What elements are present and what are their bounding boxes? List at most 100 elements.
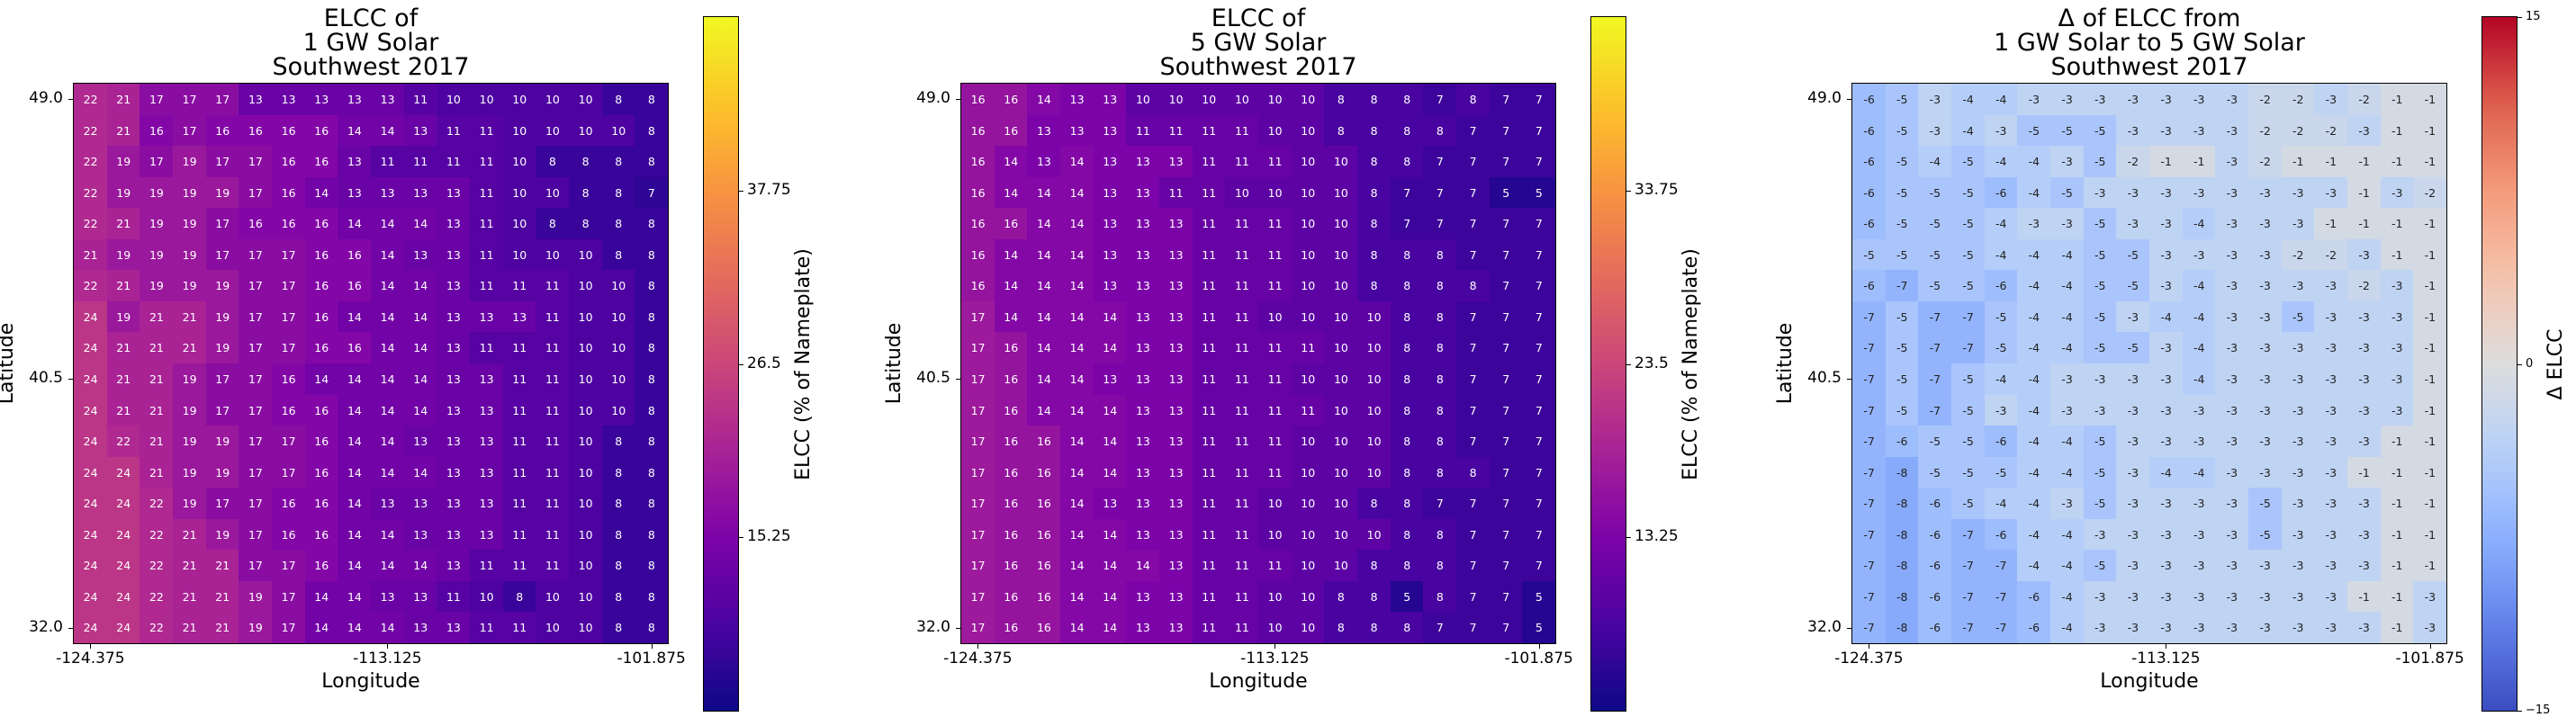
heatmap-cell: -3 [1984,114,2018,147]
heatmap-cell: -7 [1852,300,1887,333]
heatmap-cell: -7 [1951,332,1986,364]
heatmap-cell: 8 [1390,84,1424,116]
heatmap-cell: -6 [2017,612,2051,644]
heatmap-cell: 8 [569,146,603,178]
colorbar-tick-label: 37.75 [747,180,791,199]
heatmap-cell: -3 [2347,550,2382,582]
heatmap-cell: 13 [1093,176,1127,209]
y-tick-label: 40.5 [1807,369,1842,388]
heatmap-cell: -3 [2182,176,2216,209]
heatmap-cell: -3 [2050,363,2085,396]
heatmap-cell: -1 [2314,146,2348,178]
heatmap-cell: -3 [2182,114,2216,147]
heatmap-cell: 14 [1027,208,1061,240]
heatmap-cell: 10 [1291,518,1325,551]
heatmap-cell: 10 [502,208,536,240]
heatmap-cell: -3 [2281,518,2315,551]
heatmap-cell: 10 [536,84,570,116]
heatmap-cell: 11 [470,270,504,302]
heatmap-cell: -3 [2347,518,2382,551]
heatmap-cell: 21 [205,550,239,582]
heatmap-cell: 10 [1324,518,1358,551]
heatmap-cell: -1 [2347,456,2382,488]
heatmap-cell: -3 [1984,394,2018,426]
heatmap-cell: 22 [74,146,108,178]
heatmap-cell: 13 [403,612,437,644]
heatmap-cell: 8 [601,612,635,644]
heatmap-cell: 19 [205,332,239,364]
heatmap-cell: 11 [1225,114,1259,147]
heatmap-cell: 8 [601,580,635,613]
heatmap-cell: 7 [1456,580,1491,613]
heatmap-cell: 17 [239,488,273,520]
heatmap-cell: -3 [2215,146,2249,178]
heatmap-cell: -2 [2281,238,2315,271]
heatmap-cell: 10 [569,332,603,364]
heatmap-cell: 16 [961,238,995,271]
heatmap-cell: -1 [2413,208,2447,240]
heatmap-cell: -3 [2083,580,2117,613]
heatmap-cell: 8 [1423,518,1457,551]
heatmap-cell: 10 [1324,300,1358,333]
heatmap-cell: 7 [1423,612,1457,644]
heatmap-cell: 13 [338,84,372,116]
heatmap-cell: 7 [1522,300,1556,333]
x-tick-mark [1274,643,1276,649]
heatmap-cell: -7 [1918,332,1952,364]
heatmap-cell: 10 [502,176,536,209]
heatmap-cell: 14 [371,456,405,488]
heatmap-cell: -5 [1951,363,1986,396]
heatmap-cell: 13 [1126,612,1160,644]
heatmap-cell: 16 [1027,550,1061,582]
heatmap-cell: -5 [2083,146,2117,178]
heatmap-cell: 10 [601,363,635,396]
heatmap-cell: -6 [1984,518,2018,551]
heatmap-cell: -5 [2083,332,2117,364]
heatmap-cell: 19 [205,426,239,458]
heatmap-cell: -6 [1918,580,1952,613]
heatmap-cell: 14 [371,518,405,551]
heatmap-cell: -4 [2050,300,2085,333]
heatmap-cell: 16 [304,114,338,147]
heatmap-cell: 14 [403,332,437,364]
heatmap-cell: -3 [2050,488,2085,520]
heatmap-cell: 17 [239,518,273,551]
y-tick-mark [956,379,961,381]
heatmap-plot-area: 22 21 17 17 17 13 13 13 13 13 11 10 10 10 10 10 8 8 22 21 16… [73,83,669,644]
heatmap-cell: 14 [1027,332,1061,364]
heatmap-cell: 16 [994,114,1028,147]
heatmap-cell: 14 [1027,363,1061,396]
x-tick-label: -101.875 [2395,650,2464,668]
chart-title: ELCC of 1 GW Solar Southwest 2017 [272,4,470,81]
heatmap-cell: 13 [1126,394,1160,426]
heatmap-cell: 11 [502,394,536,426]
heatmap-cell: 7 [1456,612,1491,644]
heatmap-cell: -4 [1984,146,2018,178]
heatmap-cell: 24 [74,518,108,551]
heatmap-cell: 11 [1192,270,1226,302]
heatmap-cell: 17 [239,332,273,364]
heatmap-cell: 14 [1093,426,1127,458]
heatmap-cell: -1 [2413,518,2447,551]
heatmap-cell: 17 [961,550,995,582]
heatmap-cell: -5 [2281,300,2315,333]
x-tick-label: -101.875 [1504,650,1573,668]
heatmap-cell: -3 [2314,300,2348,333]
heatmap-cell: -3 [2314,332,2348,364]
heatmap-cell: 13 [1126,363,1160,396]
heatmap-cell: -3 [2380,270,2414,302]
heatmap-cell: 7 [1522,426,1556,458]
heatmap-cell: 17 [239,394,273,426]
heatmap-cell: 11 [1225,456,1259,488]
heatmap-cell: 14 [371,363,405,396]
heatmap-cell: -3 [2248,176,2283,209]
heatmap-cell: -5 [2116,270,2150,302]
heatmap-cell: 10 [1324,550,1358,582]
heatmap-cell: 16 [961,208,995,240]
heatmap-cell: 16 [994,363,1028,396]
heatmap-plot-area: 16 16 14 13 13 10 10 10 10 10 10 8 8 8 7 8 7 7 16 16 13 13 13 1… [960,83,1556,644]
heatmap-cell: 17 [239,456,273,488]
heatmap-cell: 10 [1291,176,1325,209]
heatmap-cell: -1 [2380,84,2414,116]
y-tick-mark [68,99,74,101]
